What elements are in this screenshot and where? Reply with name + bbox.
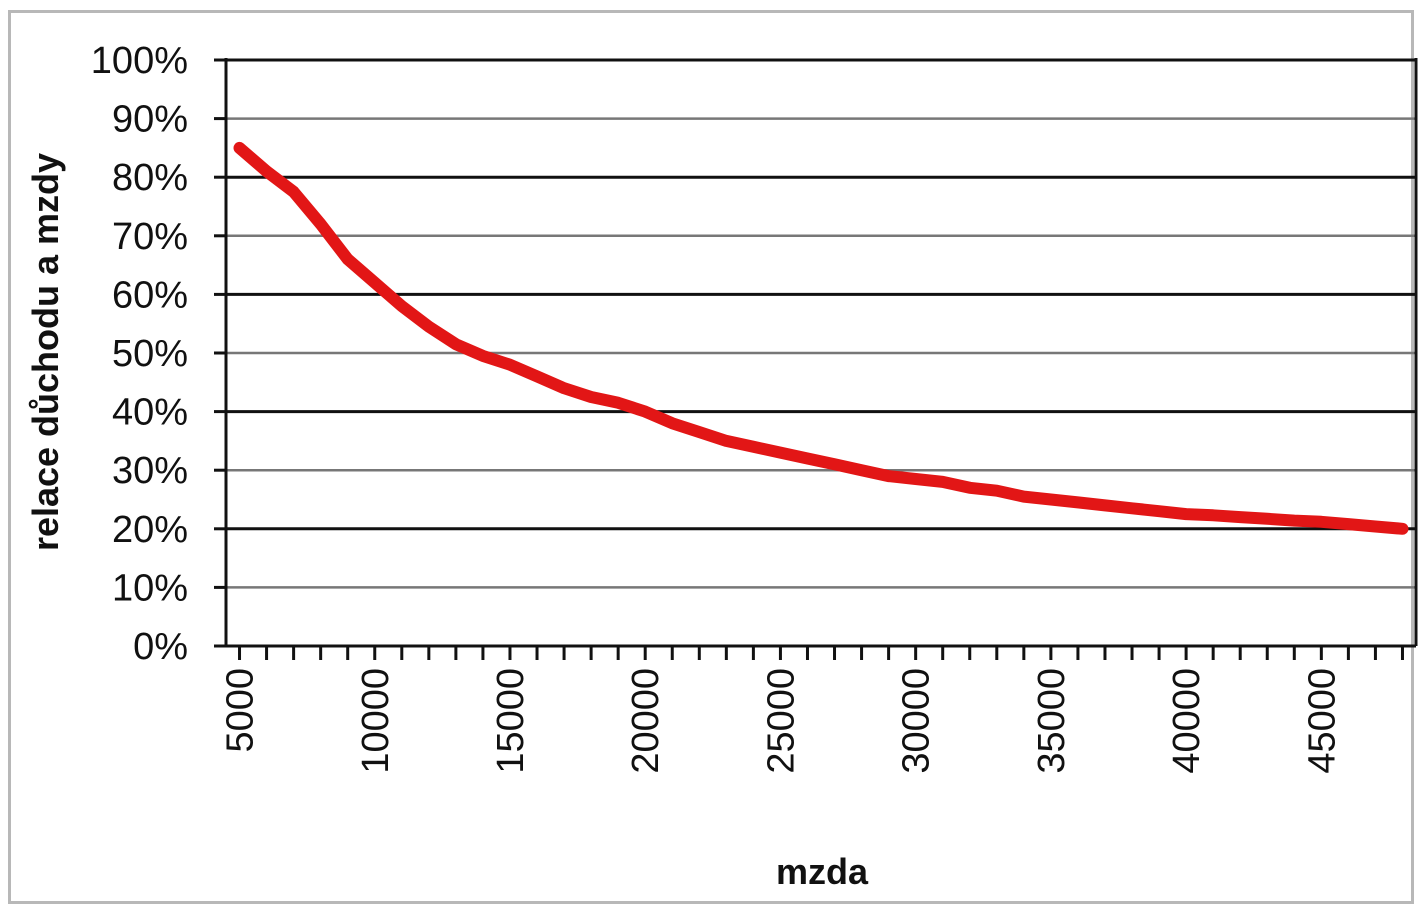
- x-tick-label: 45000: [1301, 668, 1343, 774]
- y-tick-label: 0%: [133, 626, 188, 668]
- x-tick-label: 25000: [760, 668, 802, 774]
- y-tick-label: 20%: [112, 509, 188, 551]
- y-tick-label: 10%: [112, 567, 188, 609]
- x-tick-label: 40000: [1166, 668, 1208, 774]
- x-tick-label: 20000: [625, 668, 667, 774]
- y-tick-label: 100%: [91, 40, 188, 82]
- x-tick-label: 5000: [220, 668, 262, 753]
- series-line: [233, 141, 1409, 535]
- y-tick-label: 80%: [112, 157, 188, 199]
- y-tick-label: 70%: [112, 216, 188, 258]
- y-axis-title: relace důchodu a mzdy: [25, 153, 66, 551]
- y-tick-label: 90%: [112, 99, 188, 141]
- x-axis-title: mzda: [776, 851, 869, 892]
- y-tick-label: 60%: [112, 274, 188, 316]
- x-tick-label: 15000: [490, 668, 532, 774]
- gridlines: [226, 58, 1416, 589]
- chart-frame: [8, 10, 1414, 904]
- x-tick-label: 30000: [896, 668, 938, 774]
- y-tick-labels: 0% 10% 20% 30% 40% 50% 60% 70% 80% 90% 100%: [91, 40, 188, 668]
- x-tick-label: 10000: [355, 668, 397, 774]
- y-tick-label: 50%: [112, 333, 188, 375]
- x-tick-label: 35000: [1031, 668, 1073, 774]
- x-tick-labels: 5000 10000 15000 20000 25000 30000 35000 40000 4…: [220, 668, 1344, 774]
- y-tick-label: 40%: [112, 392, 188, 434]
- axes: [214, 58, 1418, 660]
- series-layer: [233, 141, 1409, 535]
- y-tick-label: 30%: [112, 450, 188, 492]
